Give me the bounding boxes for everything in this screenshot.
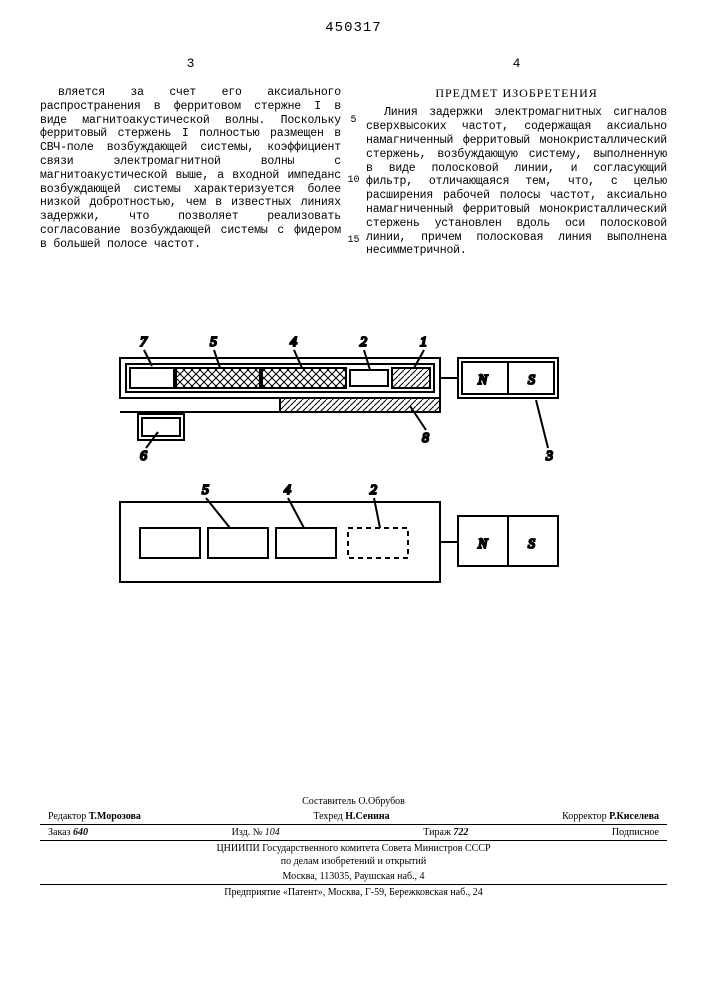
- issue-label: Изд. №: [232, 827, 263, 838]
- svg-text:N: N: [477, 373, 488, 388]
- circ-label: Тираж: [423, 827, 451, 838]
- page-right-number: 4: [366, 56, 667, 71]
- issue-value: 104: [265, 827, 280, 838]
- footer-block: Составитель О.Обрубов Редактор Т.Морозов…: [40, 794, 667, 900]
- svg-text:8: 8: [422, 431, 429, 446]
- order-label: Заказ: [48, 827, 71, 838]
- left-column: вляется за счет его аксиального распрост…: [40, 86, 341, 258]
- line-mark-10: 10: [347, 175, 359, 186]
- right-para-1: Линия задержки электромагнитных сигналов…: [366, 106, 667, 258]
- org-line-4: Предприятие «Патент», Москва, Г-59, Бере…: [40, 887, 667, 898]
- right-column: ПРЕДМЕТ ИЗОБРЕТЕНИЯ Линия задержки элект…: [366, 86, 667, 258]
- svg-text:7: 7: [140, 335, 148, 350]
- org-line-1: ЦНИИПИ Государственного комитета Совета …: [40, 843, 667, 854]
- svg-text:6: 6: [140, 449, 147, 464]
- org-line-3: Москва, 113035, Раушская наб., 4: [282, 871, 424, 882]
- editor-label: Редактор: [48, 811, 86, 822]
- svg-text:2: 2: [370, 483, 377, 498]
- page-numbers: 3 4: [40, 56, 667, 71]
- patent-figure: N S 7 5 4 2 1 6 8 3: [80, 322, 600, 632]
- techred-name: Н.Сенина: [345, 811, 389, 822]
- editor-name: Т.Морозова: [89, 811, 141, 822]
- text-columns: вляется за счет его аксиального распрост…: [40, 86, 667, 258]
- corrector-name: Р.Киселева: [609, 811, 659, 822]
- svg-text:S: S: [528, 537, 535, 552]
- line-mark-5: 5: [350, 115, 356, 126]
- svg-text:N: N: [477, 537, 488, 552]
- circ-value: 722: [453, 827, 468, 838]
- line-mark-15: 15: [347, 235, 359, 246]
- subscription: Подписное: [612, 827, 659, 838]
- claim-title: ПРЕДМЕТ ИЗОБРЕТЕНИЯ: [366, 86, 667, 100]
- svg-text:S: S: [528, 373, 535, 388]
- corrector-label: Корректор: [562, 811, 607, 822]
- compiler-name: О.Обрубов: [358, 796, 405, 807]
- svg-text:5: 5: [210, 335, 217, 350]
- svg-text:4: 4: [290, 335, 297, 350]
- document-number: 450317: [40, 20, 667, 36]
- page-left-number: 3: [40, 56, 341, 71]
- svg-text:5: 5: [202, 483, 209, 498]
- org-line-2: по делам изобретений и открытий: [40, 856, 667, 867]
- order-value: 640: [73, 827, 88, 838]
- svg-text:1: 1: [420, 335, 427, 350]
- svg-text:2: 2: [360, 335, 367, 350]
- svg-text:3: 3: [545, 449, 553, 464]
- left-para-1: вляется за счет его аксиального распрост…: [40, 86, 341, 252]
- compiler-label: Составитель: [302, 796, 356, 807]
- svg-text:4: 4: [284, 483, 291, 498]
- techred-label: Техред: [313, 811, 342, 822]
